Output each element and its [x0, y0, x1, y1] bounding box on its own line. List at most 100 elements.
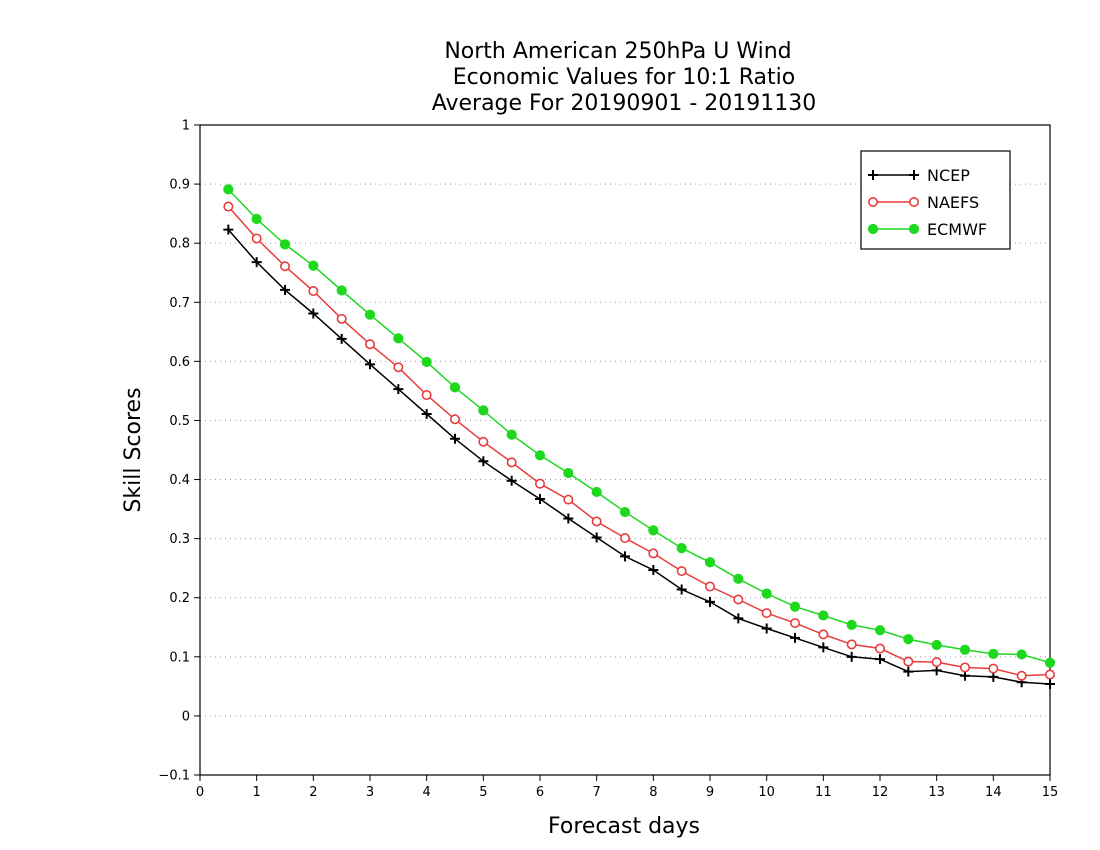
point-ncep-12 [563, 513, 574, 524]
point-naefs-19 [761, 608, 772, 619]
point-ecmwf-29 [1044, 657, 1056, 668]
y-tick-label-8: 0.7 [169, 296, 190, 311]
x-tick-label-8: 8 [649, 785, 657, 800]
point-ecmwf-6 [393, 333, 404, 344]
x-tick-label-1: 1 [253, 785, 261, 800]
y-tick-label-5: 0.4 [169, 473, 190, 488]
point-naefs-18 [733, 594, 744, 605]
point-naefs-27 [988, 663, 999, 674]
x-tick-label-15: 15 [1042, 785, 1059, 800]
legend: NCEP NAEFS ECMWF [860, 150, 1011, 250]
point-ecmwf-0 [223, 184, 234, 195]
legend-label-ncep: NCEP [927, 166, 970, 185]
y-tick-label-11: 1 [182, 119, 190, 134]
legend-marker-right-naefs [908, 197, 919, 208]
point-ncep-19 [761, 623, 772, 634]
series-line-ncep [227, 229, 1051, 685]
x-tick-label-11: 11 [815, 785, 832, 800]
point-ncep-15 [648, 564, 659, 575]
title-line-1: North American 250hPa U Wind [444, 39, 791, 64]
point-naefs-15 [648, 548, 659, 559]
point-ecmwf-11 [534, 450, 546, 461]
x-tick-label-6: 6 [536, 785, 544, 800]
legend-marker-right-ecmwf [908, 223, 920, 235]
x-tick-label-14: 14 [985, 785, 1002, 800]
x-tick-label-5: 5 [479, 785, 487, 800]
y-tick-label-4: 0.3 [169, 532, 190, 547]
point-ncep-22 [846, 651, 857, 662]
point-naefs-10 [506, 457, 517, 468]
x-tick-label-3: 3 [366, 785, 374, 800]
point-naefs-24 [903, 656, 914, 667]
point-naefs-7 [421, 390, 432, 401]
point-ncep-24 [903, 666, 914, 677]
series-ncep [223, 224, 1055, 689]
point-naefs-0 [223, 201, 234, 212]
point-ecmwf-8 [449, 382, 461, 393]
legend-marker-right-ncep [909, 170, 919, 180]
point-ecmwf-4 [336, 285, 347, 296]
legend-box [860, 150, 1011, 250]
point-naefs-8 [449, 414, 460, 425]
point-naefs-4 [336, 313, 347, 324]
point-naefs-2 [279, 261, 290, 272]
x-axis-ticks: 0 1 2 3 4 5 6 7 8 9 10 11 12 13 14 15 [196, 775, 1058, 800]
y-axis-label: Skill Scores [121, 387, 146, 512]
y-tick-label-9: 0.8 [169, 237, 190, 252]
point-ecmwf-3 [308, 260, 319, 271]
point-naefs-16 [676, 566, 687, 577]
series-line-naefs [227, 206, 1051, 677]
point-ncep-21 [818, 642, 829, 653]
legend-item-ecmwf: ECMWF [867, 220, 987, 239]
point-naefs-22 [846, 639, 857, 650]
point-ncep-0 [223, 224, 234, 235]
point-ecmwf-10 [506, 429, 517, 440]
point-ncep-9 [478, 456, 489, 467]
point-naefs-6 [393, 362, 404, 373]
point-ncep-16 [676, 584, 687, 595]
point-naefs-25 [931, 657, 942, 668]
point-ncep-5 [365, 359, 375, 370]
point-ecmwf-9 [478, 405, 489, 416]
point-ecmwf-15 [648, 525, 659, 536]
point-naefs-12 [563, 494, 574, 505]
legend-marker-left-ncep [868, 170, 878, 180]
point-naefs-14 [619, 533, 630, 544]
x-axis-label: Forecast days [548, 814, 700, 839]
x-tick-label-2: 2 [309, 785, 317, 800]
point-naefs-29 [1045, 669, 1056, 680]
point-naefs-13 [591, 516, 602, 527]
point-ncep-13 [591, 532, 602, 543]
y-tick-label-3: 0.2 [169, 591, 190, 606]
point-ecmwf-25 [931, 639, 942, 651]
point-ecmwf-1 [251, 213, 262, 225]
point-ncep-4 [336, 333, 347, 344]
point-ecmwf-14 [619, 506, 631, 518]
series [223, 184, 1056, 689]
point-naefs-20 [789, 618, 800, 629]
point-ecmwf-17 [704, 557, 716, 568]
y-tick-label-2: 0.1 [169, 650, 190, 665]
point-ncep-18 [733, 613, 744, 624]
y-tick-label-0: −0.1 [158, 769, 190, 784]
title-line-2: Economic Values for 10:1 Ratio [453, 65, 795, 90]
y-tick-label-7: 0.6 [169, 355, 190, 370]
point-ncep-17 [705, 596, 715, 607]
legend-label-ecmwf: ECMWF [927, 220, 987, 239]
chart-title: North American 250hPa U Wind Economic Va… [432, 39, 817, 116]
legend-marker-left-ecmwf [867, 223, 879, 235]
point-ncep-7 [421, 408, 432, 419]
point-ecmwf-2 [279, 239, 291, 250]
x-tick-label-0: 0 [196, 785, 204, 800]
y-tick-label-6: 0.5 [169, 414, 190, 429]
point-ncep-2 [280, 284, 290, 295]
legend-marker-left-naefs [867, 197, 878, 208]
legend-label-naefs: NAEFS [927, 193, 979, 212]
point-naefs-23 [874, 643, 885, 654]
x-tick-label-12: 12 [872, 785, 889, 800]
point-naefs-26 [959, 662, 970, 673]
point-ecmwf-24 [903, 633, 914, 645]
point-ecmwf-13 [591, 486, 602, 498]
